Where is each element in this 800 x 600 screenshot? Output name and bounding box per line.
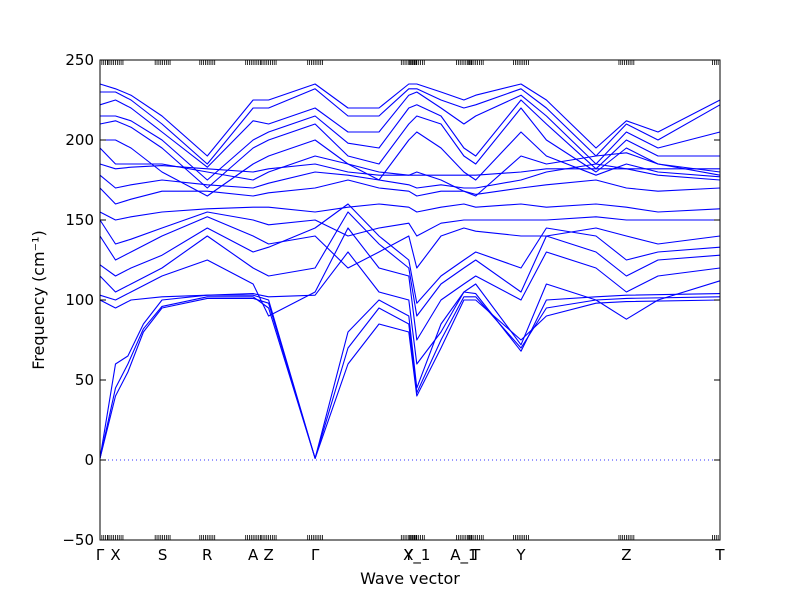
y-tick-label: 100 xyxy=(65,291,94,309)
band-line-5 xyxy=(99,227,721,341)
y-tick-label: 50 xyxy=(75,371,94,389)
band-line-20 xyxy=(99,83,721,157)
y-tick-label: 0 xyxy=(84,451,94,469)
band-line-15 xyxy=(100,131,721,197)
band-line-9 xyxy=(99,211,720,245)
x-tick-label: Y xyxy=(515,546,526,564)
x-tick-label: A_1 xyxy=(450,546,477,565)
y-tick-label: 250 xyxy=(65,51,94,69)
band-line-7 xyxy=(99,203,721,304)
band-line-14 xyxy=(99,147,721,197)
x-tick-label: R xyxy=(202,546,212,564)
band-line-16 xyxy=(99,107,721,189)
x-tick-label: S xyxy=(158,546,168,564)
x-tick-label: Z xyxy=(263,546,273,564)
band-line-8 xyxy=(99,216,721,269)
band-lines xyxy=(99,83,721,459)
y-axis-ticks: −50 0 50 100 150 200 250 xyxy=(62,51,720,549)
y-tick-label: −50 xyxy=(62,531,94,549)
x-tick-label: Y xyxy=(403,546,414,564)
x-tick-label: A xyxy=(248,546,259,564)
x-tick-label: X_1 xyxy=(403,546,430,565)
x-axis-label: Wave vector xyxy=(360,569,460,588)
band-line-10 xyxy=(99,203,721,221)
y-tick-label: 150 xyxy=(65,211,94,229)
band-line-11 xyxy=(99,179,721,205)
x-tick-label: Γ xyxy=(96,546,105,564)
x-tick-label: Z xyxy=(621,546,631,564)
band-line-2 xyxy=(99,296,721,459)
y-axis-label: Frequency (cm⁻¹) xyxy=(29,230,48,369)
band-line-6 xyxy=(99,211,721,317)
band-line-1 xyxy=(99,297,721,459)
band-line-4 xyxy=(99,251,721,365)
x-tick-label: X xyxy=(110,546,120,564)
x-tick-label: T xyxy=(714,546,725,564)
x-tick-label: Γ xyxy=(311,546,320,564)
y-tick-label: 200 xyxy=(65,131,94,149)
band-line-12 xyxy=(99,163,721,189)
band-line-17 xyxy=(100,99,720,181)
x-tick-label: T xyxy=(470,546,481,564)
x-axis-ticks: Γ X S R A Z Γ YX_1 A_1T Y Z T xyxy=(96,546,726,565)
band-line-19 xyxy=(100,88,721,165)
band-line-18 xyxy=(99,91,721,168)
band-line-3 xyxy=(99,291,721,459)
